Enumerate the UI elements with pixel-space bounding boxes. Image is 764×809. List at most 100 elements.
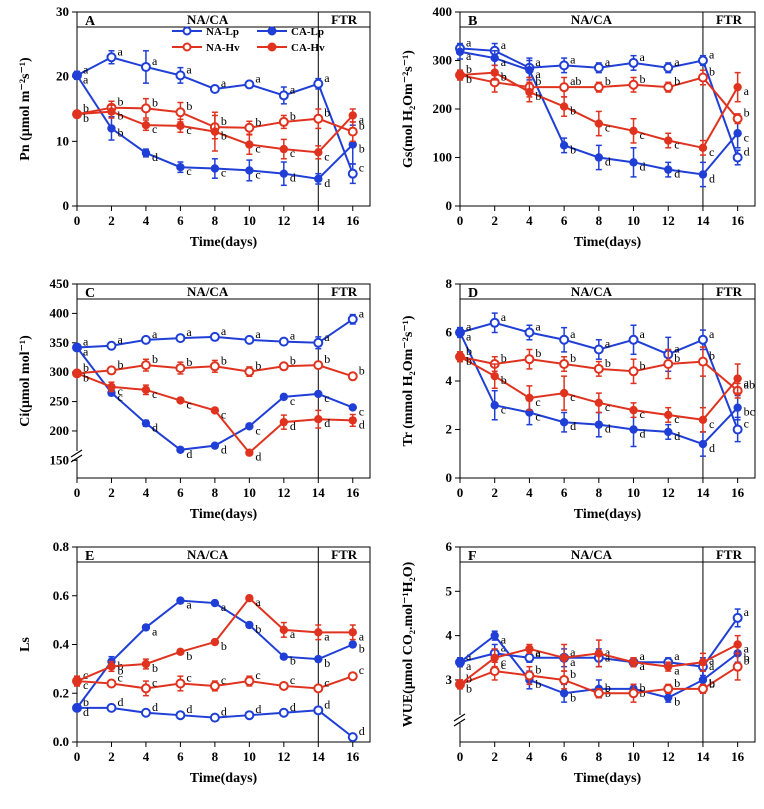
x-tick-label: 12 [277,213,290,228]
significance-letter: a [83,344,89,358]
significance-letter: a [674,649,680,663]
significance-letter: d [640,159,646,173]
data-point [663,62,674,73]
data-point [106,365,117,376]
x-tick-label: 6 [177,213,184,228]
significance-letter: c [359,663,364,677]
significance-letter: d [359,417,365,431]
data-point [348,628,357,637]
data-point [106,340,117,351]
y-tick-label: 3 [446,672,453,687]
data-point [664,410,673,420]
significance-letter: a [744,376,750,390]
data-point [106,702,117,713]
significance-letter: c [501,655,506,669]
data-point [314,148,323,157]
data-point [593,82,604,93]
data-point [141,120,151,130]
data-point [141,148,151,158]
significance-letter: b [535,346,541,360]
period-label-ftr: FTR [331,547,358,562]
data-point [209,680,220,691]
data-point [245,422,254,431]
data-point [245,140,254,149]
data-point [455,47,465,56]
period-label-ftr: FTR [716,547,743,562]
data-point [629,126,638,136]
significance-letter: b [359,363,365,377]
significance-letter: b [605,680,611,694]
significance-letter: c [83,678,88,692]
data-point [697,55,708,66]
significance-letter: b [674,74,680,88]
x-tick-label: 0 [74,485,81,500]
significance-letter: b [709,676,715,690]
y-tick-label: 450 [50,276,70,291]
data-point [455,70,465,80]
y-axis-label: Gs(mol H₂Om⁻²s⁻¹) [401,50,416,168]
significance-letter: a [324,629,330,643]
data-point [72,343,82,352]
significance-letter: c [186,123,191,137]
y-axis-label: Ci(μmol mol⁻¹) [18,335,33,427]
legend-entry: CA-Hv [257,42,325,54]
data-point [733,374,742,383]
significance-letter: b [466,72,472,86]
significance-letter: a [466,330,472,344]
significance-letter: b [535,74,541,88]
x-tick-label: 0 [457,485,464,500]
significance-letter: b [570,142,576,156]
significance-letter: d [152,700,158,714]
significance-letter: d [324,176,330,190]
significance-letter: c [117,390,122,404]
significance-letter: a [535,646,541,660]
significance-letter: b [570,690,576,704]
data-point [733,82,742,92]
x-tick-label: 6 [561,485,568,500]
significance-letter: b [221,353,227,367]
significance-letter: b [221,129,227,143]
x-axis-label: Time(days) [574,235,642,250]
data-point [279,417,289,427]
significance-letter: a [324,330,330,344]
y-tick-label: 0.2 [53,685,69,700]
significance-letter: a [359,306,365,320]
data-point [664,165,673,174]
significance-letter: b [744,650,750,664]
significance-letter: c [152,387,157,401]
x-tick-label: 16 [731,485,745,500]
significance-letter: b [640,72,646,86]
significance-letter: b [535,89,541,103]
legend-marker [182,26,192,36]
y-tick-label: 0 [63,198,70,213]
data-point [697,334,708,345]
significance-letter: b [535,677,541,691]
x-tick-label: 0 [74,749,81,764]
data-point [733,129,742,138]
x-tick-label: 8 [596,749,603,764]
significance-letter: c [152,122,157,136]
x-tick-label: 12 [662,485,675,500]
data-point [455,658,465,667]
significance-letter: a [744,84,750,98]
significance-letter: c [674,138,679,152]
significance-letter: b [152,95,158,109]
x-axis-label: Time(days) [190,507,258,522]
significance-letter: a [709,654,715,668]
significance-letter: c [501,658,506,672]
significance-letter: b [83,360,89,374]
significance-letter: b [744,106,750,120]
significance-letter: a [152,327,158,341]
significance-letter: a [570,655,576,669]
data-point [209,83,220,94]
y-tick-label: 20 [56,69,69,84]
significance-letter: c [324,675,329,689]
y-tick-label: 0 [446,470,453,485]
period-label-na-ca: NA/CA [571,284,613,299]
significance-letter: d [709,171,715,185]
x-axis-label: Time(days) [190,235,258,250]
data-point [732,661,743,672]
